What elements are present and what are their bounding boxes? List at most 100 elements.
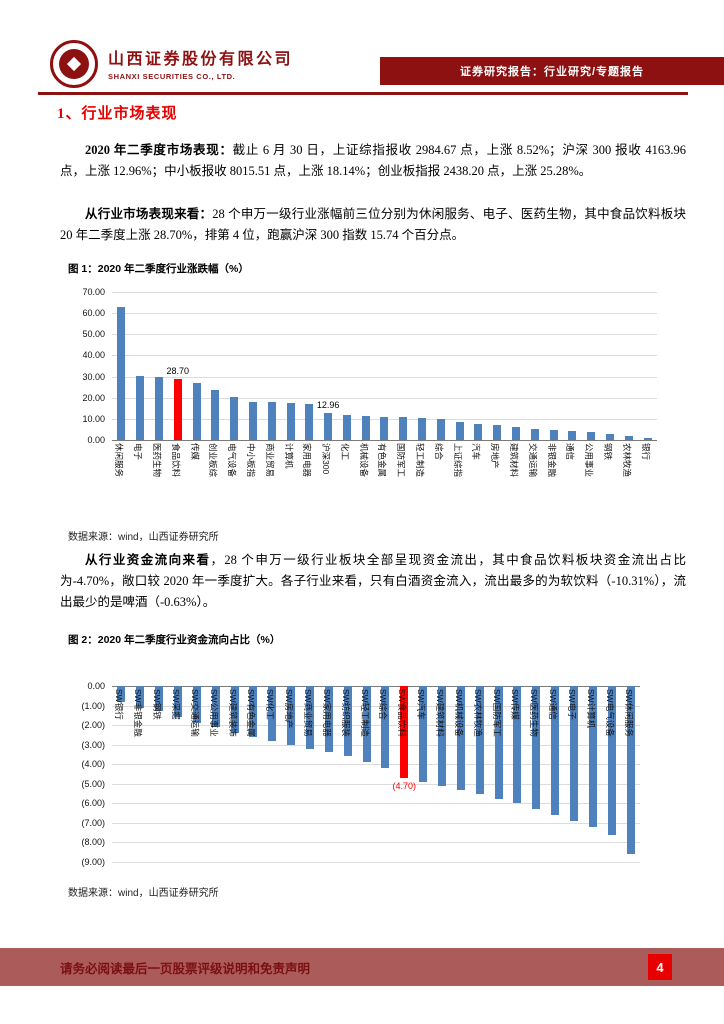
- company-name-en: SHANXI SECURITIES CO., LTD.: [108, 72, 236, 81]
- figure1-title: 图 1：2020 年二季度行业涨跌幅（%）: [68, 263, 249, 275]
- x-axis-label: 电子: [133, 443, 144, 461]
- y-tick-label: 70.00: [82, 287, 105, 297]
- bar-column: [582, 292, 601, 440]
- bar-column: [414, 686, 433, 862]
- bar: [494, 686, 503, 800]
- x-label-column: 钢铁: [601, 440, 620, 524]
- bar: [286, 403, 295, 440]
- plot-wrap: (4.70) SW银行 SW非银金融 SW钢铁 SW采掘 SW交通运输 SW公用事业 SW建…: [112, 686, 640, 863]
- bar: [643, 438, 652, 440]
- bar-column: [508, 686, 527, 862]
- y-tick-label: 10.00: [82, 413, 105, 424]
- y-tick-label: 30.00: [82, 371, 105, 382]
- y-tick-label: (7.00): [81, 817, 105, 828]
- bar: [362, 686, 371, 763]
- gridline: [112, 686, 640, 687]
- bar-column: [300, 292, 319, 440]
- bar-column: [206, 686, 225, 862]
- x-label-column: 公用事业: [582, 440, 601, 524]
- bar: [192, 686, 201, 724]
- section-title: 1、行业市场表现: [57, 106, 178, 122]
- bar: [530, 429, 539, 440]
- y-tick-label: (5.00): [81, 778, 105, 789]
- bar-column: [431, 292, 450, 440]
- y-axis: 70.00 60.00 50.00 40.00 30.00 20.00 10.00 0.00: [64, 287, 112, 524]
- paragraph-text: 截止 6 月 30 日，上证综指报收 2984.67 点，上涨 8.52%；沪深…: [60, 143, 686, 178]
- figure2-source: 数据来源：wind，山西证券研究所: [68, 888, 219, 899]
- bar-column: [187, 686, 206, 862]
- bar: [568, 431, 577, 440]
- bar-column: (4.70): [393, 686, 416, 862]
- bar: [230, 396, 239, 440]
- x-axis-label: 轻工制造: [415, 443, 426, 478]
- x-label-column: 食品饮料: [168, 440, 187, 524]
- bar: [117, 306, 126, 440]
- bar: [267, 402, 276, 440]
- x-axis-label: 交通运输: [527, 443, 538, 478]
- bar-column: [450, 292, 469, 440]
- bar: [173, 379, 182, 440]
- x-axis-label: 上证综指: [452, 443, 463, 478]
- bar: [381, 686, 390, 769]
- figure2-title: 图 2：2020 年二季度行业资金流向占比（%）: [68, 634, 281, 646]
- bar: [532, 686, 541, 810]
- x-axis-label: 国防军工: [396, 443, 407, 478]
- x-label-column: 商业贸易: [262, 440, 281, 524]
- x-axis-label: 家用电器: [302, 443, 313, 478]
- bar-column: [602, 686, 621, 862]
- bar-column: [356, 292, 375, 440]
- bar-column: [451, 686, 470, 862]
- bar-column: 12.96: [317, 292, 339, 440]
- bar: [606, 433, 614, 440]
- x-label-column: 综合: [431, 440, 450, 524]
- y-tick-label: (4.00): [81, 759, 105, 770]
- x-label-column: 有色金属: [375, 440, 394, 524]
- bar-column: [375, 292, 394, 440]
- gridline: [112, 783, 640, 785]
- x-axis-label: 综合: [433, 443, 444, 461]
- x-label-column: 计算机: [281, 440, 300, 524]
- bar-column: [488, 292, 507, 440]
- x-axis-label: 房地产: [490, 443, 501, 469]
- bar-column: [206, 292, 225, 440]
- bar: [324, 686, 333, 753]
- bar-column: [338, 686, 357, 862]
- gridline: [112, 397, 657, 399]
- gridline: [112, 822, 640, 824]
- bar-column: [319, 686, 338, 862]
- bar: [342, 414, 351, 440]
- page-number: 4: [648, 954, 672, 980]
- bar-column: [225, 292, 244, 440]
- y-axis: 0.00 (1.00) (2.00) (3.00) (4.00) (5.00) (6.00)…: [64, 681, 112, 867]
- x-axis-label: 电气设备: [227, 443, 238, 478]
- bar: [436, 418, 445, 440]
- bar-column: [470, 686, 489, 862]
- gridline: [112, 725, 640, 727]
- x-label-column: 中小板指: [244, 440, 263, 524]
- x-label-column: 电气设备: [225, 440, 244, 524]
- x-axis-label: 非银金融: [546, 443, 557, 478]
- bar-column: [565, 686, 584, 862]
- y-tick-label: 0.00: [87, 681, 105, 691]
- gridline: [112, 764, 640, 766]
- x-label-column: 轻工制造: [413, 440, 432, 524]
- bar-column: [131, 292, 150, 440]
- data-label: 28.70: [166, 366, 190, 377]
- bar: [399, 417, 408, 440]
- gridline: [112, 355, 657, 357]
- bar-column: [187, 292, 206, 440]
- y-tick-label: (2.00): [81, 720, 105, 731]
- x-axis-label: 传媒: [189, 443, 200, 461]
- bar: [230, 686, 239, 733]
- x-axis-label: 建筑材料: [509, 443, 520, 478]
- bar-column: [525, 292, 544, 440]
- x-axis-label: 食品饮料: [170, 443, 181, 478]
- bar: [136, 375, 145, 440]
- y-tick-label: 50.00: [82, 329, 105, 340]
- y-tick-label: (3.00): [81, 739, 105, 750]
- x-axis-label: 创业板综: [208, 443, 219, 478]
- x-axis-label: 中小板指: [245, 443, 256, 478]
- x-label-column: 电子: [131, 440, 150, 524]
- bar-column: [112, 292, 131, 440]
- x-label-column: 房地产: [488, 440, 507, 524]
